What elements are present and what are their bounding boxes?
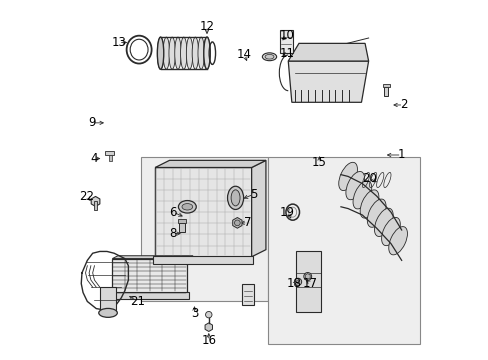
Text: 8: 8	[169, 227, 176, 240]
Bar	[110, 292, 189, 299]
Bar	[242, 284, 253, 305]
Ellipse shape	[388, 226, 407, 255]
Polygon shape	[287, 43, 368, 61]
Text: 15: 15	[311, 156, 326, 168]
Ellipse shape	[203, 37, 210, 69]
Text: 2: 2	[399, 99, 407, 112]
Ellipse shape	[203, 37, 210, 69]
Circle shape	[296, 280, 299, 284]
Ellipse shape	[360, 190, 378, 218]
Text: 17: 17	[303, 277, 317, 290]
Bar	[100, 287, 116, 312]
Circle shape	[234, 220, 240, 226]
Polygon shape	[251, 160, 265, 257]
Text: 5: 5	[249, 188, 257, 201]
Text: 18: 18	[286, 277, 301, 290]
Bar	[108, 155, 111, 161]
Bar	[382, 84, 389, 87]
Ellipse shape	[366, 199, 385, 227]
Ellipse shape	[157, 37, 163, 69]
Ellipse shape	[262, 53, 276, 61]
Ellipse shape	[198, 37, 204, 69]
Text: 13: 13	[111, 36, 126, 49]
Ellipse shape	[227, 186, 243, 210]
Bar	[179, 223, 184, 232]
Text: 9: 9	[88, 116, 96, 129]
Bar	[141, 157, 267, 301]
Circle shape	[303, 273, 311, 280]
Bar	[178, 219, 185, 223]
Text: 10: 10	[279, 29, 294, 42]
Text: 4: 4	[90, 152, 97, 165]
Text: 7: 7	[243, 216, 251, 229]
Ellipse shape	[157, 37, 163, 69]
Text: 11: 11	[279, 47, 294, 60]
Ellipse shape	[180, 37, 186, 69]
Bar	[94, 202, 97, 210]
Ellipse shape	[231, 190, 240, 206]
Text: 3: 3	[190, 307, 198, 320]
Text: 1: 1	[397, 148, 405, 162]
Polygon shape	[287, 61, 368, 102]
Text: 20: 20	[361, 172, 376, 185]
Ellipse shape	[374, 208, 392, 237]
Ellipse shape	[381, 217, 400, 246]
Ellipse shape	[186, 37, 192, 69]
Text: 14: 14	[237, 49, 251, 62]
Text: 22: 22	[79, 190, 94, 203]
Text: 19: 19	[279, 206, 294, 219]
Ellipse shape	[352, 181, 371, 209]
Text: 16: 16	[201, 334, 216, 347]
Text: 12: 12	[199, 20, 214, 33]
Ellipse shape	[345, 171, 364, 200]
Ellipse shape	[192, 37, 198, 69]
Circle shape	[294, 278, 301, 285]
Ellipse shape	[178, 201, 196, 213]
Polygon shape	[155, 160, 265, 167]
Ellipse shape	[182, 203, 192, 210]
Bar	[155, 167, 251, 257]
Bar	[267, 157, 419, 344]
Bar	[112, 258, 187, 293]
Ellipse shape	[168, 37, 175, 69]
Ellipse shape	[99, 309, 117, 318]
Polygon shape	[112, 256, 193, 258]
Bar	[105, 152, 114, 155]
Ellipse shape	[264, 54, 273, 59]
Bar	[384, 87, 387, 96]
Circle shape	[205, 311, 212, 318]
Ellipse shape	[174, 37, 181, 69]
Bar	[296, 251, 321, 312]
Ellipse shape	[163, 37, 169, 69]
Ellipse shape	[338, 162, 357, 190]
Bar	[279, 30, 292, 53]
Text: 6: 6	[169, 206, 177, 219]
Bar	[153, 256, 253, 264]
Text: 21: 21	[130, 295, 144, 308]
